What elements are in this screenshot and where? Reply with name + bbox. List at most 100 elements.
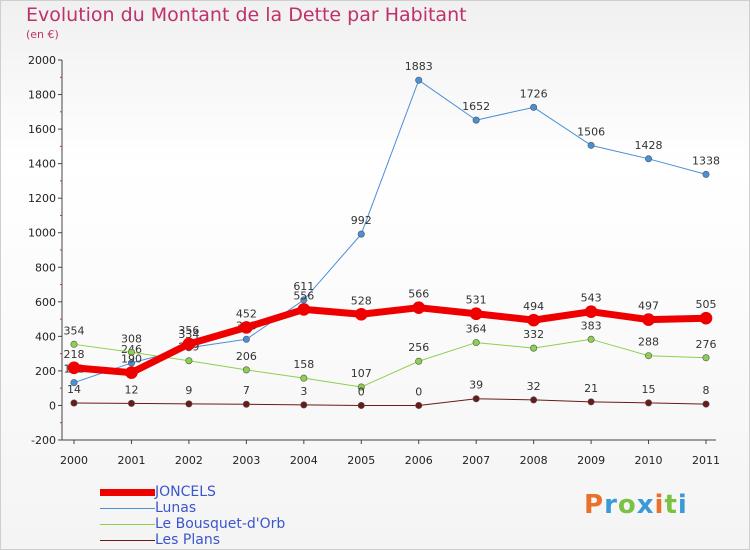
data-point-le-bousquet-d-orb: [587, 335, 595, 343]
logo-letter: r: [604, 490, 618, 520]
data-label-les-plans: 9: [185, 384, 192, 397]
data-point-lunas: [357, 230, 365, 238]
data-label-lunas: 1652: [462, 100, 490, 113]
data-point-joncels: [412, 301, 426, 314]
data-label-le-bousquet-d-orb: 383: [581, 319, 602, 332]
legend-swatch-joncels: [100, 488, 155, 496]
series-line-le-bousquet-d-orb: [73, 338, 707, 388]
data-point-lunas: [472, 116, 480, 124]
data-point-les-plans: [587, 398, 595, 406]
data-point-le-bousquet-d-orb: [185, 357, 193, 365]
data-label-le-bousquet-d-orb: 107: [351, 367, 372, 380]
data-point-joncels: [642, 313, 655, 326]
y-tick-label: 1800: [28, 89, 56, 102]
y-tick-label: -200: [31, 434, 56, 447]
x-tick-label: 2007: [462, 454, 490, 467]
data-point-lunas: [702, 170, 710, 178]
x-tick-label: 2010: [635, 454, 663, 467]
data-label-les-plans: 15: [642, 383, 656, 396]
data-label-les-plans: 32: [527, 380, 541, 393]
legend-item-lunas: Lunas: [100, 500, 285, 516]
legend-label-joncels: JONCELS: [155, 484, 216, 500]
logo-letter: t: [664, 490, 678, 520]
data-label-lunas: 1883: [405, 60, 433, 73]
data-point-joncels: [297, 303, 311, 316]
data-point-joncels: [354, 307, 368, 321]
data-label-joncels: 528: [351, 294, 372, 307]
y-tick-label: 600: [35, 296, 56, 309]
data-point-joncels: [584, 305, 598, 318]
data-point-joncels: [469, 307, 483, 321]
data-point-joncels: [527, 313, 540, 327]
proxiti-logo: Proxiti: [584, 490, 688, 520]
y-tick-label: 0: [49, 399, 56, 412]
data-label-joncels: 505: [696, 298, 717, 311]
legend-item-les-plans: Les Plans: [100, 532, 285, 548]
y-tick-label: 1000: [28, 227, 56, 240]
series-line-joncels: [73, 304, 707, 377]
data-label-les-plans: 21: [584, 382, 598, 395]
data-point-joncels: [699, 311, 713, 325]
data-point-le-bousquet-d-orb: [300, 374, 308, 382]
data-point-joncels: [182, 337, 196, 351]
data-point-lunas: [242, 335, 250, 343]
data-label-joncels: 556: [293, 289, 314, 302]
data-point-joncels: [240, 321, 253, 334]
y-tick-label: 800: [35, 261, 56, 274]
data-point-lunas: [70, 379, 78, 387]
y-tick-label: 1600: [28, 123, 56, 136]
data-point-lunas: [127, 359, 135, 367]
legend-item-joncels: JONCELS: [100, 484, 285, 500]
data-point-les-plans: [472, 395, 480, 403]
data-label-lunas: 1428: [635, 139, 663, 152]
series-line-lunas: [73, 79, 707, 384]
legend-label-les-plans: Les Plans: [155, 532, 220, 548]
chart-title: Evolution du Montant de la Dette par Hab…: [26, 4, 467, 26]
chart-subtitle: (en €): [26, 28, 59, 41]
legend-swatch-le-bousquet-d-orb: [100, 523, 155, 525]
data-label-joncels: 543: [581, 292, 602, 305]
data-label-lunas: 1506: [577, 125, 605, 138]
data-point-le-bousquet-d-orb: [415, 357, 423, 365]
data-label-les-plans: 8: [703, 384, 710, 397]
logo-letter: x: [636, 490, 655, 520]
data-label-les-plans: 0: [415, 385, 422, 398]
data-label-lunas: 334: [178, 328, 199, 341]
data-point-les-plans: [530, 396, 538, 404]
logo-letter: o: [617, 490, 637, 520]
data-point-joncels: [125, 366, 138, 379]
x-tick-label: 2009: [577, 454, 605, 467]
logo-letter: i: [654, 490, 665, 520]
data-point-le-bousquet-d-orb: [127, 348, 135, 356]
legend-label-le-bousquet-d-orb: Le Bousquet-d'Orb: [155, 516, 286, 532]
x-tick-label: 2002: [175, 454, 203, 467]
data-point-le-bousquet-d-orb: [242, 366, 250, 374]
data-label-joncels: 190: [121, 353, 142, 366]
data-label-joncels: 356: [178, 324, 199, 337]
data-point-le-bousquet-d-orb: [702, 354, 710, 362]
data-point-le-bousquet-d-orb: [70, 340, 78, 348]
data-label-joncels: 497: [638, 300, 659, 313]
y-tick-label: 400: [35, 330, 56, 343]
data-label-les-plans: 14: [67, 383, 81, 396]
data-point-les-plans: [702, 400, 710, 408]
data-label-joncels: 566: [408, 288, 429, 301]
y-tick-label: 1200: [28, 192, 56, 205]
logo-letter: i: [677, 490, 688, 520]
data-point-lunas: [300, 296, 308, 304]
data-label-lunas: 1726: [520, 87, 548, 100]
data-point-les-plans: [645, 399, 653, 407]
legend-swatch-lunas: [100, 507, 155, 509]
data-point-les-plans: [70, 399, 78, 407]
data-label-le-bousquet-d-orb: 256: [408, 341, 429, 354]
data-label-les-plans: 39: [469, 379, 483, 392]
data-label-joncels: 218: [64, 348, 85, 361]
y-tick-label: 200: [35, 365, 56, 378]
x-tick-label: 2005: [347, 454, 375, 467]
data-point-le-bousquet-d-orb: [645, 352, 653, 360]
data-point-le-bousquet-d-orb: [472, 339, 480, 347]
data-label-joncels: 452: [236, 307, 257, 320]
legend-label-lunas: Lunas: [155, 500, 197, 516]
data-label-le-bousquet-d-orb: 288: [638, 336, 659, 349]
